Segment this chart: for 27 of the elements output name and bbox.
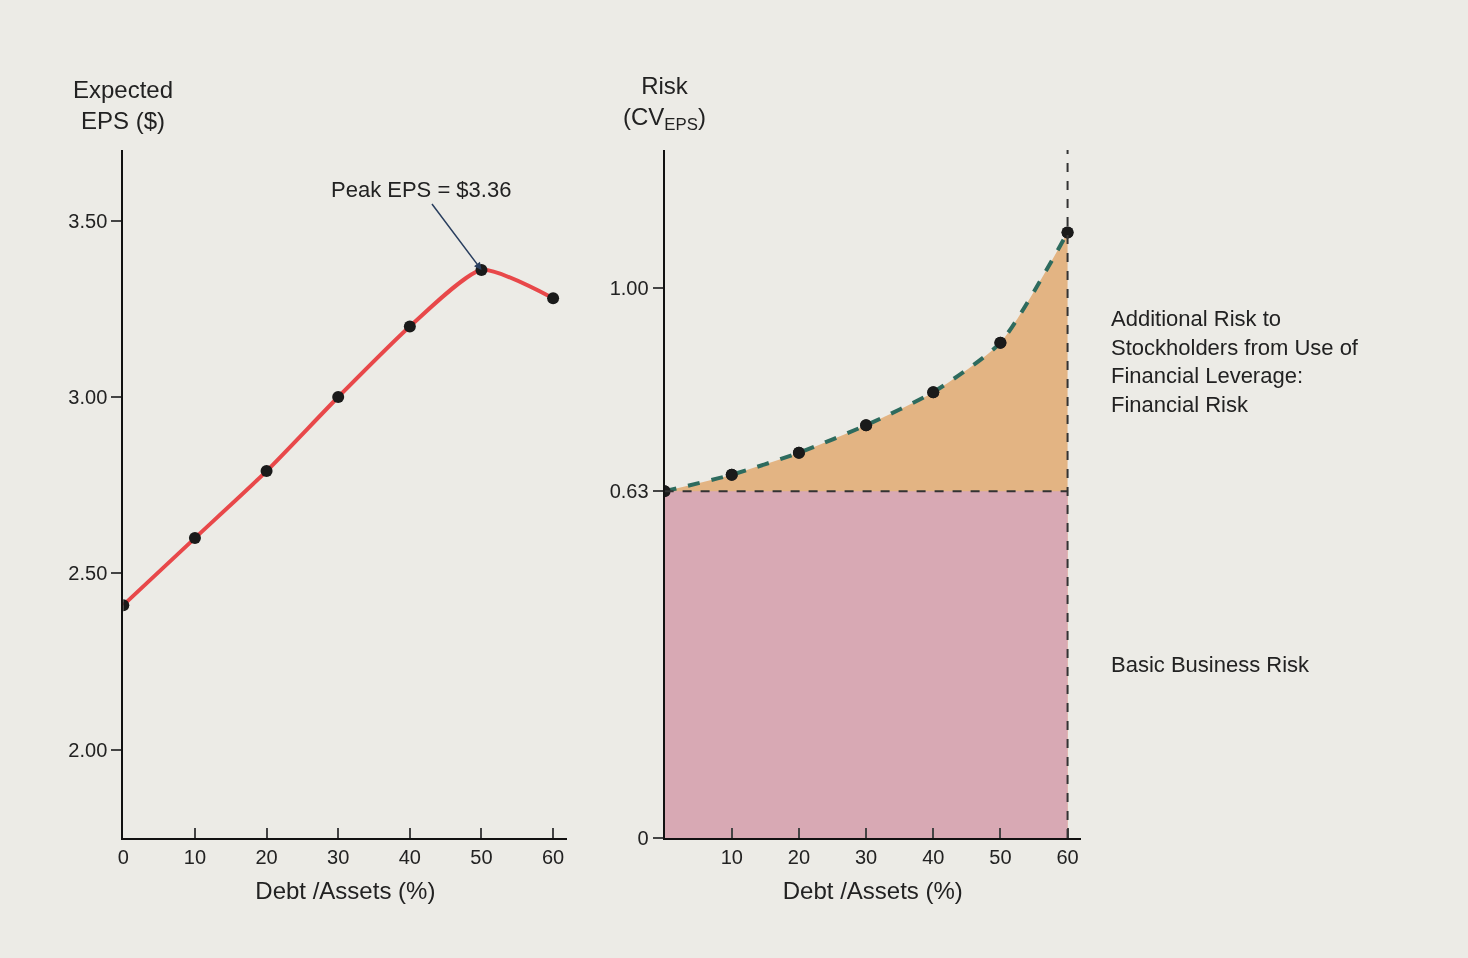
x-tick-label: 40 [922,846,945,868]
y-tick-label: 3.50 [68,209,108,232]
x-tick-label: 50 [470,846,493,868]
band-label: Basic Business Risk [1111,652,1311,677]
x-tick-label: 0 [117,846,129,868]
y-tick-label: 1.00 [609,276,649,299]
x-tick-label: 60 [541,846,565,868]
y-axis-title: Expected EPS ($) [73,76,174,135]
x-tick-label: 60 [1056,846,1079,868]
x-tick-label: 30 [327,846,350,868]
x-tick-label: 10 [183,846,207,868]
y-tick-label: 3.00 [68,385,108,408]
x-axis-title: Debt /Assets (%) [255,876,436,904]
x-tick-label: 20 [255,846,278,868]
x-tick-label: 50 [989,846,1012,868]
y-axis-title: Risk (CV$_{EPS}$) [623,72,706,135]
x-tick-label: 30 [854,846,878,868]
y-tick-label: 2.00 [68,738,108,761]
x-axis-title: Debt /Assets (%) [782,876,963,904]
x-tick-label: 20 [787,846,811,868]
y-tick-label: 0.63 [609,480,649,503]
annotation: Peak EPS = $3.36 [331,177,512,202]
x-tick-label: 40 [398,846,421,868]
y-tick-label: 0 [637,827,649,849]
x-tick-label: 10 [720,846,743,868]
y-tick-label: 2.50 [68,562,108,585]
text: Additional Risk to Stockholders from Use of Financial Leverage: Financial Risk [1111,306,1359,417]
